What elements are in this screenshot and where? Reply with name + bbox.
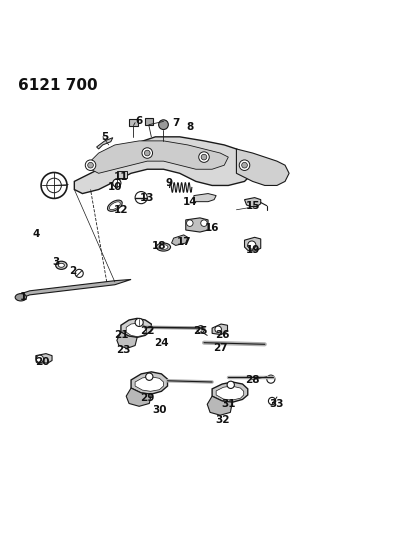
- Circle shape: [201, 220, 207, 227]
- Text: 28: 28: [245, 375, 260, 385]
- Circle shape: [144, 150, 150, 156]
- Text: 19: 19: [246, 245, 260, 255]
- Ellipse shape: [156, 243, 171, 251]
- Polygon shape: [74, 137, 257, 193]
- Circle shape: [239, 160, 250, 171]
- Text: 13: 13: [140, 192, 155, 203]
- Circle shape: [113, 179, 121, 187]
- Text: 14: 14: [182, 197, 197, 207]
- Text: 10: 10: [108, 182, 122, 192]
- Polygon shape: [207, 396, 233, 415]
- Circle shape: [201, 154, 207, 160]
- Polygon shape: [244, 198, 261, 206]
- Text: 16: 16: [205, 223, 220, 233]
- Text: 2: 2: [69, 265, 76, 276]
- Text: 33: 33: [270, 399, 284, 409]
- Text: 6: 6: [135, 116, 143, 126]
- Ellipse shape: [58, 263, 64, 268]
- Circle shape: [267, 375, 275, 383]
- Polygon shape: [126, 388, 151, 406]
- Polygon shape: [131, 372, 168, 394]
- Text: 15: 15: [245, 201, 260, 211]
- Circle shape: [199, 152, 209, 163]
- Circle shape: [227, 381, 234, 389]
- Text: 3: 3: [53, 257, 60, 268]
- Text: 29: 29: [140, 393, 155, 403]
- Text: 8: 8: [186, 122, 193, 132]
- Text: 31: 31: [221, 399, 235, 409]
- Circle shape: [41, 173, 67, 198]
- Ellipse shape: [107, 200, 122, 211]
- Text: 21: 21: [114, 330, 128, 341]
- Text: 18: 18: [152, 241, 167, 251]
- Polygon shape: [36, 353, 52, 363]
- Circle shape: [75, 269, 83, 278]
- Circle shape: [248, 241, 256, 249]
- Text: 9: 9: [166, 179, 173, 189]
- Polygon shape: [126, 323, 146, 337]
- Circle shape: [135, 191, 147, 204]
- FancyBboxPatch shape: [129, 119, 138, 126]
- FancyBboxPatch shape: [117, 171, 127, 178]
- Circle shape: [268, 398, 276, 405]
- Circle shape: [159, 120, 169, 130]
- Text: 4: 4: [32, 229, 40, 239]
- Polygon shape: [212, 382, 248, 402]
- Polygon shape: [244, 237, 261, 251]
- Circle shape: [186, 220, 193, 227]
- Ellipse shape: [55, 261, 67, 269]
- Circle shape: [242, 163, 247, 168]
- Circle shape: [215, 326, 222, 333]
- Circle shape: [47, 178, 61, 193]
- Text: 27: 27: [213, 343, 228, 352]
- Ellipse shape: [109, 202, 120, 209]
- Polygon shape: [216, 386, 244, 400]
- Polygon shape: [186, 218, 208, 232]
- Polygon shape: [172, 235, 188, 245]
- Polygon shape: [194, 193, 216, 201]
- Text: 25: 25: [193, 326, 207, 336]
- Circle shape: [88, 163, 93, 168]
- Circle shape: [36, 355, 44, 362]
- Text: 20: 20: [35, 357, 49, 367]
- Circle shape: [197, 326, 204, 333]
- Ellipse shape: [15, 294, 27, 301]
- Polygon shape: [117, 332, 137, 349]
- Polygon shape: [212, 324, 228, 335]
- Polygon shape: [97, 138, 113, 149]
- Text: 11: 11: [114, 172, 128, 182]
- Text: 23: 23: [116, 344, 130, 354]
- Circle shape: [85, 160, 96, 171]
- Text: 26: 26: [215, 330, 229, 341]
- Text: 32: 32: [215, 416, 229, 425]
- Polygon shape: [236, 149, 289, 185]
- Polygon shape: [135, 377, 164, 391]
- Text: 5: 5: [101, 132, 109, 142]
- Text: 22: 22: [140, 326, 155, 336]
- Text: 12: 12: [114, 205, 128, 215]
- Circle shape: [135, 318, 143, 327]
- Text: 7: 7: [172, 118, 180, 127]
- Circle shape: [142, 148, 153, 158]
- Polygon shape: [121, 318, 151, 337]
- Text: 30: 30: [152, 406, 167, 415]
- FancyBboxPatch shape: [145, 118, 153, 125]
- Polygon shape: [91, 141, 228, 173]
- Text: 24: 24: [154, 338, 169, 349]
- Text: 1: 1: [20, 292, 27, 302]
- Circle shape: [146, 373, 153, 381]
- Text: 6121 700: 6121 700: [18, 78, 97, 93]
- Polygon shape: [18, 279, 131, 300]
- Ellipse shape: [159, 245, 168, 249]
- Text: 17: 17: [176, 237, 191, 247]
